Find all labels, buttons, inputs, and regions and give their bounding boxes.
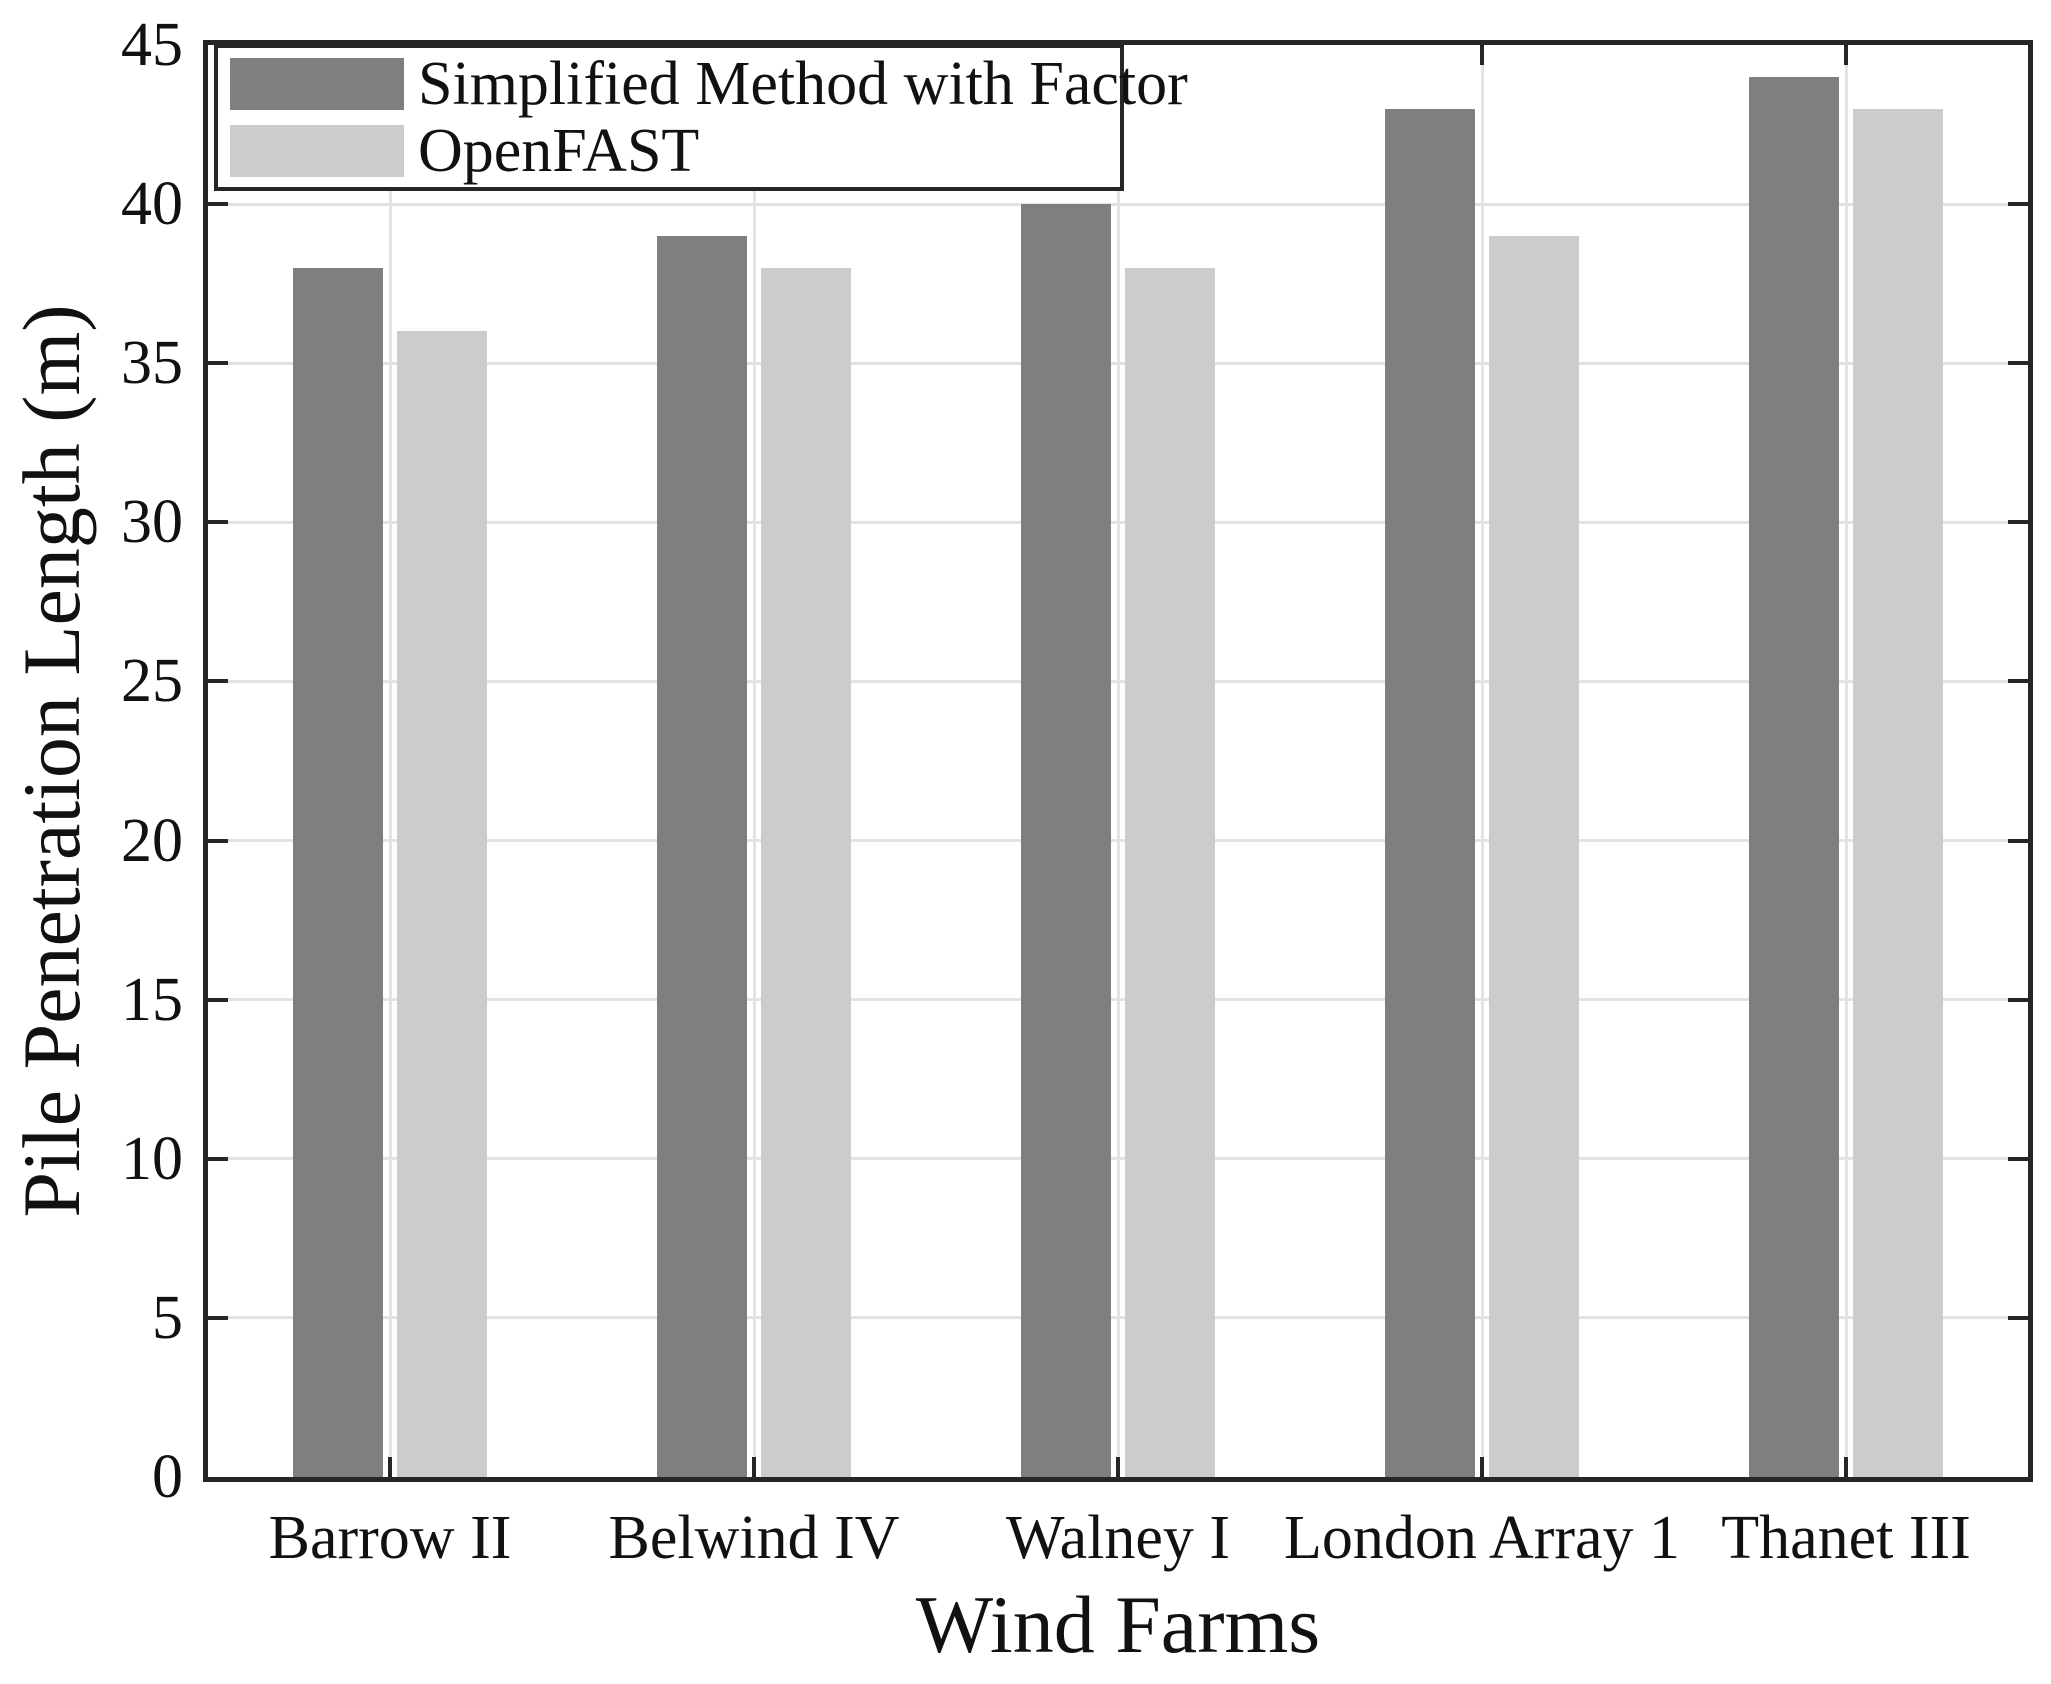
y-tick-right	[2008, 202, 2028, 207]
y-tick-label: 5	[152, 1283, 183, 1352]
x-category-label: Barrow II	[268, 1504, 512, 1572]
bar-openfast	[761, 267, 851, 1477]
y-tick-label: 0	[152, 1443, 183, 1511]
legend-label-simplified-method: Simplified Method with Factor	[418, 50, 1188, 118]
x-category-label: Thanet III	[1721, 1504, 1971, 1572]
y-tick-left	[208, 997, 228, 1002]
x-tick-top	[1844, 45, 1848, 65]
x-category-label: Walney I	[1006, 1504, 1230, 1572]
y-tick-left	[208, 361, 228, 366]
y-tick-label: 35	[121, 329, 183, 398]
y-tick-left	[208, 679, 228, 684]
bar-simplified-method	[293, 267, 383, 1477]
legend: Simplified Method with Factor OpenFAST	[214, 44, 1188, 191]
y-tick-left	[208, 1156, 228, 1161]
bar-simplified-method	[657, 235, 747, 1477]
plot-area: Simplified Method with Factor OpenFAST	[203, 40, 2033, 1482]
y-tick-label: 45	[121, 11, 183, 79]
v-gridline	[752, 45, 756, 1477]
bar-openfast	[1853, 108, 1943, 1477]
x-tick-bottom	[1116, 1457, 1120, 1477]
y-tick-right	[2008, 1156, 2028, 1161]
bar-openfast	[397, 331, 487, 1477]
x-tick-bottom	[388, 1457, 392, 1477]
y-tick-label: 20	[121, 806, 183, 875]
bar-simplified-method	[1021, 204, 1111, 1477]
v-gridline	[1480, 45, 1484, 1477]
y-tick-left	[208, 1315, 228, 1320]
legend-label-openfast: OpenFAST	[418, 117, 700, 185]
x-tick-bottom	[752, 1457, 756, 1477]
legend-swatch-openfast	[230, 125, 404, 177]
y-tick-right	[2008, 361, 2028, 366]
legend-swatch-simplified-method	[230, 58, 404, 110]
legend-item-simplified-method: Simplified Method with Factor	[230, 53, 1188, 115]
y-tick-label: 40	[121, 170, 183, 239]
bar-openfast	[1489, 235, 1579, 1477]
y-axis-title: Pile Penetration Length (m)	[6, 304, 97, 1218]
y-tick-left	[208, 202, 228, 207]
x-category-label: London Array 1	[1283, 1504, 1681, 1572]
bar-simplified-method	[1749, 76, 1839, 1477]
y-tick-label: 25	[121, 647, 183, 716]
y-tick-right	[2008, 679, 2028, 684]
x-tick-top	[1480, 45, 1484, 65]
bar-openfast	[1125, 267, 1215, 1477]
bar-simplified-method	[1385, 108, 1475, 1477]
y-tick-right	[2008, 838, 2028, 843]
y-tick-right	[2008, 1315, 2028, 1320]
v-gridline	[1844, 45, 1848, 1477]
y-tick-left	[208, 838, 228, 843]
v-gridline	[388, 45, 392, 1477]
v-gridline	[1116, 45, 1120, 1477]
x-axis-title: Wind Farms	[915, 1579, 1321, 1670]
x-category-label: Belwind IV	[608, 1504, 900, 1572]
y-tick-left	[208, 520, 228, 525]
y-tick-label: 30	[121, 488, 183, 557]
y-tick-label: 15	[121, 965, 183, 1034]
y-tick-right	[2008, 520, 2028, 525]
y-tick-right	[2008, 997, 2028, 1002]
y-tick-label: 10	[121, 1124, 183, 1193]
x-tick-bottom	[1844, 1457, 1848, 1477]
x-tick-bottom	[1480, 1457, 1484, 1477]
legend-item-openfast: OpenFAST	[230, 120, 1120, 182]
